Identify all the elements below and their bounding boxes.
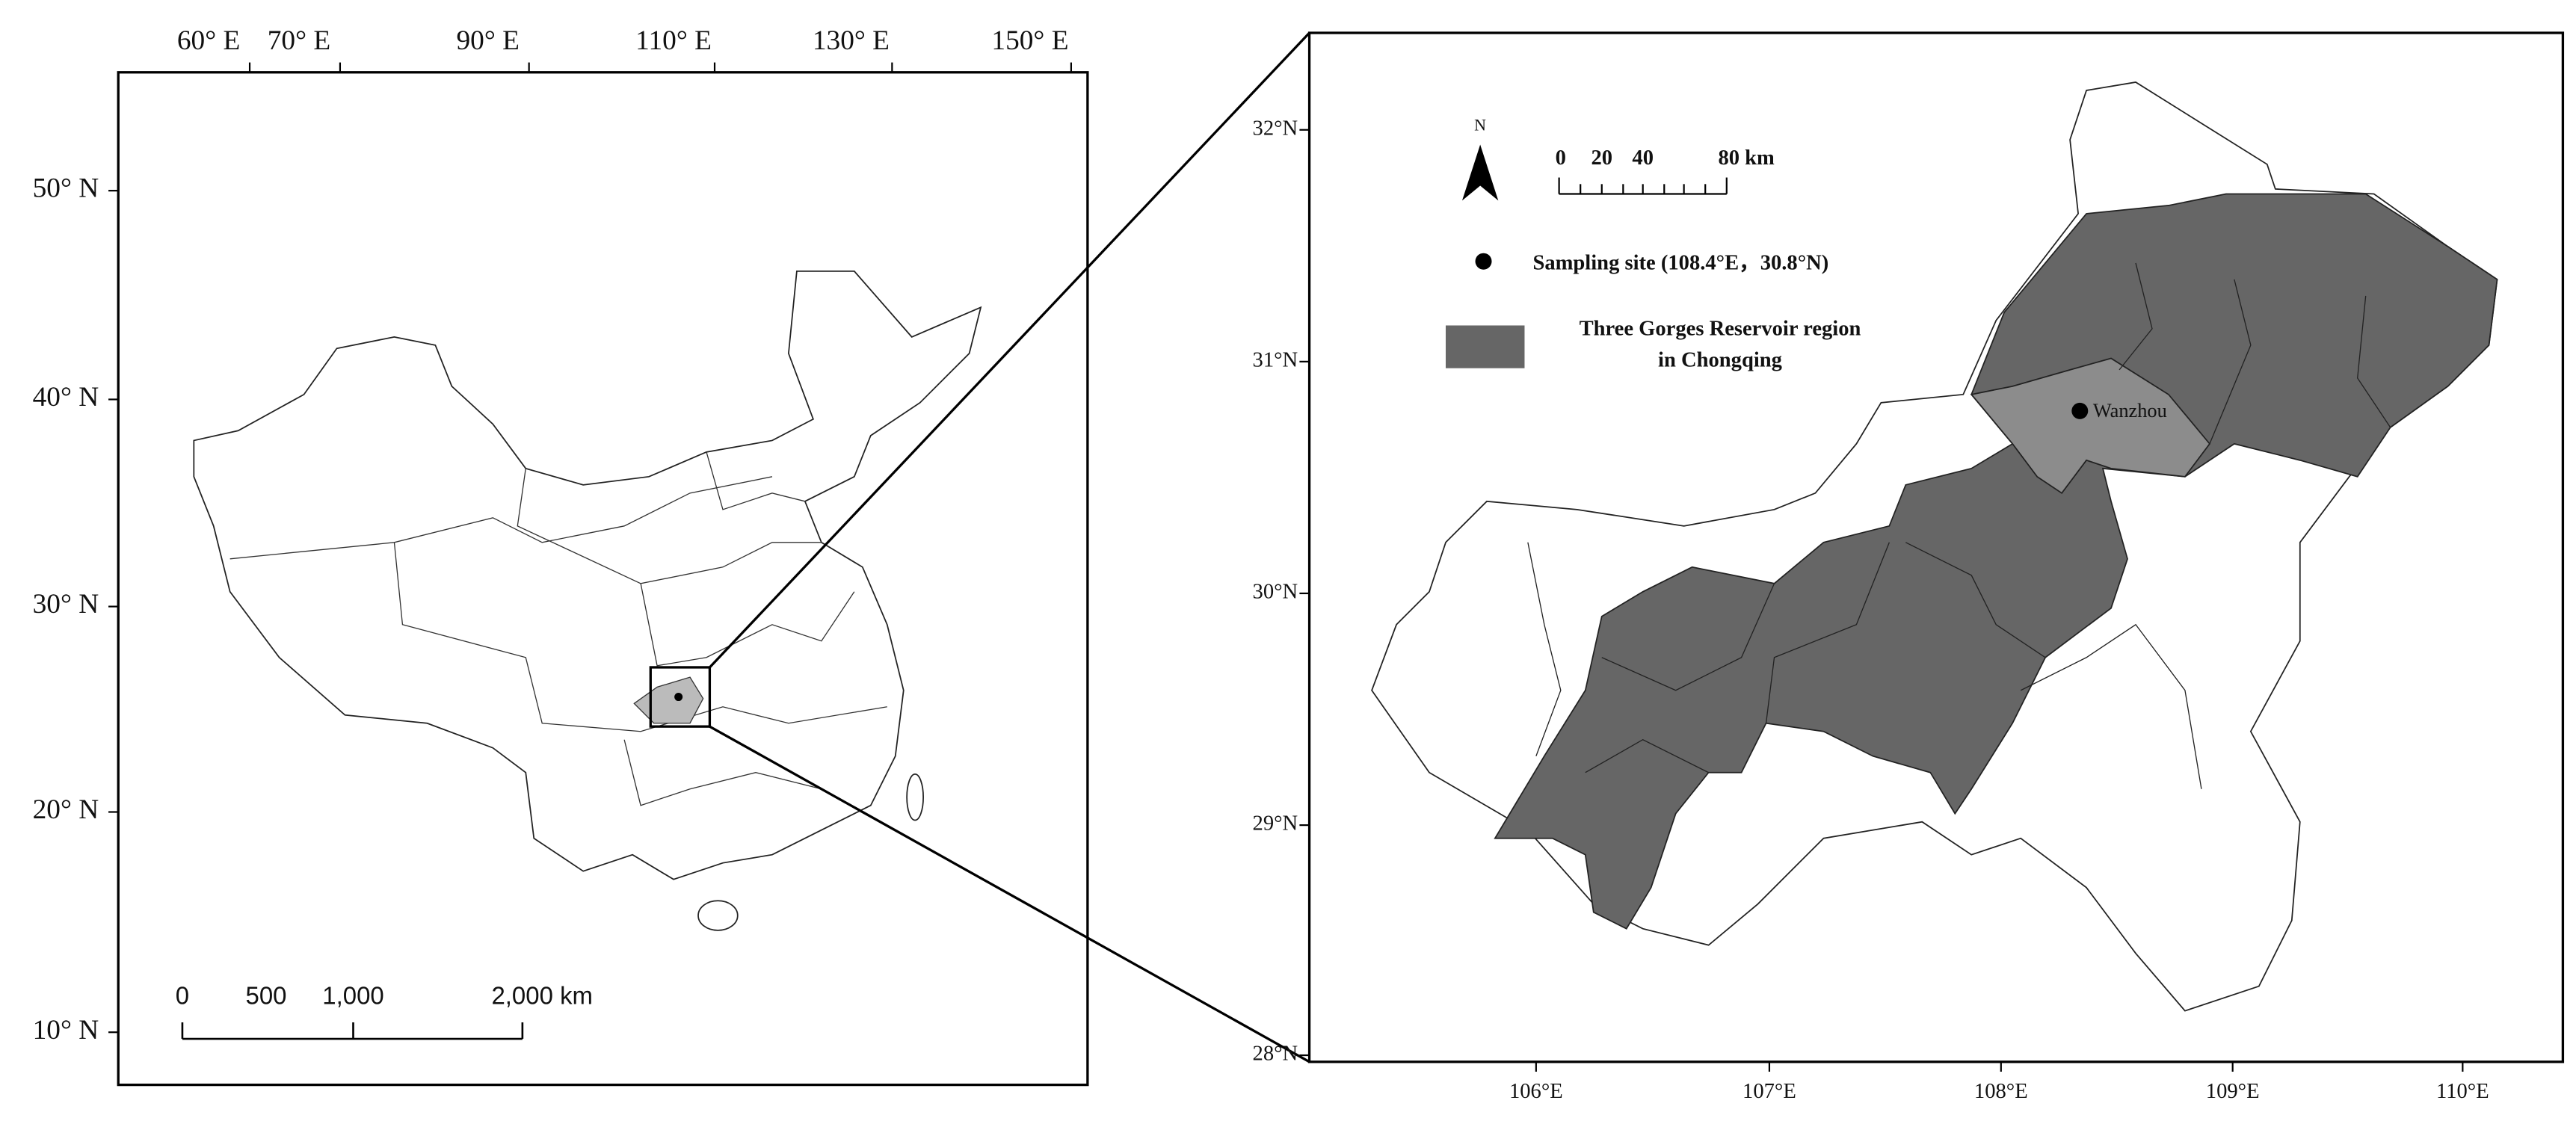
county-borders xyxy=(1527,262,2391,789)
scale-label: 2,000 km xyxy=(491,982,593,1010)
hainan xyxy=(697,900,739,931)
lon-label: 108°E xyxy=(1974,1080,2028,1103)
lon-label: 110° E xyxy=(635,25,712,56)
zoom-line xyxy=(709,725,1310,1063)
north-label: N xyxy=(1474,115,1486,134)
province-borders xyxy=(229,451,887,806)
taiwan xyxy=(906,773,924,821)
lon-label: 70° E xyxy=(268,25,330,56)
lat-label: 32°N xyxy=(1253,117,1298,140)
legend-region: Three Gorges Reservoir region xyxy=(1580,318,1861,341)
lon-label: 106°E xyxy=(1509,1080,1563,1103)
lon-label: 107°E xyxy=(1743,1080,1796,1103)
place-label: Wanzhou xyxy=(2093,399,2167,421)
reservoir-region xyxy=(1494,193,2498,930)
lon-label: 60° E xyxy=(177,25,240,56)
legend-swatch xyxy=(1445,325,1525,368)
right-scale-bar xyxy=(1558,177,1728,195)
lon-label: 109°E xyxy=(2206,1080,2260,1103)
scale-label: 0 xyxy=(176,982,189,1010)
scale-label: 500 xyxy=(246,982,287,1010)
legend-dot xyxy=(1475,253,1492,270)
lon-label: 150° E xyxy=(991,25,1068,56)
lon-label: 130° E xyxy=(813,25,890,56)
left-frame xyxy=(117,71,1089,1087)
scale-label: 40 xyxy=(1632,146,1654,170)
lat-label: 31°N xyxy=(1253,348,1298,371)
legend-site: Sampling site (108.4°E，30.8°N) xyxy=(1532,252,1828,275)
wanzhou-region xyxy=(1970,357,2211,495)
legend-region: in Chongqing xyxy=(1658,348,1783,371)
scale-label: 80 km xyxy=(1718,146,1775,170)
lat-label: 50° N xyxy=(33,173,99,204)
zoom-line xyxy=(709,31,1310,669)
lon-label: 90° E xyxy=(457,25,520,56)
lon-label: 110°E xyxy=(2436,1080,2489,1103)
lat-label: 40° N xyxy=(33,382,99,413)
sampling-dot-small xyxy=(674,693,683,702)
lat-label: 29°N xyxy=(1253,812,1298,836)
lat-label: 30° N xyxy=(33,589,99,620)
zoom-box xyxy=(649,666,712,728)
lat-label: 20° N xyxy=(33,794,99,825)
scale-label: 20 xyxy=(1591,146,1612,170)
scale-label: 1,000 xyxy=(322,982,383,1010)
north-arrow xyxy=(1461,144,1499,201)
china-outline xyxy=(193,271,982,880)
lat-label: 30°N xyxy=(1253,581,1298,604)
lat-label: 10° N xyxy=(33,1015,99,1046)
left-scale-bar xyxy=(181,1022,524,1040)
scale-label: 0 xyxy=(1556,146,1566,170)
lat-label: 28°N xyxy=(1253,1043,1298,1066)
wanzhou-dot xyxy=(2071,402,2089,419)
